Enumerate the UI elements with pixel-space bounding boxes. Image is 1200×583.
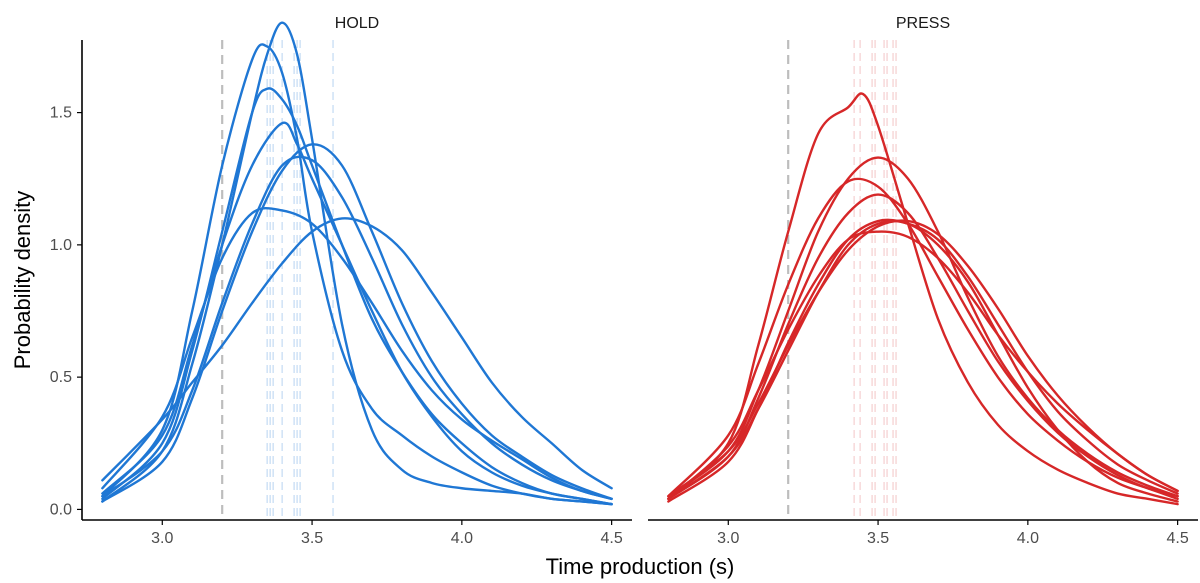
- density-curve: [101, 217, 613, 490]
- density-curve: [667, 219, 1179, 498]
- density-curve: [101, 121, 613, 506]
- density-curve: [101, 143, 613, 503]
- x-tick-label: 4.0: [1017, 530, 1039, 547]
- x-tick-label: 3.0: [151, 530, 173, 547]
- density-curve: [101, 155, 613, 501]
- y-tick-label: 1.5: [50, 105, 72, 122]
- x-tick-label: 4.5: [1167, 530, 1189, 547]
- density-curve: [667, 218, 1179, 503]
- x-tick-label: 3.0: [717, 530, 739, 547]
- y-tick-label: 1.0: [50, 237, 72, 254]
- density-curve: [667, 156, 1179, 498]
- y-tick-label: 0.5: [50, 369, 72, 386]
- panel-hold: HOLD 3.0 3.5 4.0 4.5 0.0 0.5 1.0 1.5: [50, 15, 632, 547]
- y-axis-title: Probability density: [10, 191, 35, 370]
- x-tick-label: 4.5: [601, 530, 623, 547]
- x-tick-label: 3.5: [301, 530, 323, 547]
- density-curve: [101, 206, 613, 501]
- density-curve: [667, 230, 1179, 501]
- density-curve: [101, 87, 613, 506]
- x-axis-title: Time production (s): [546, 554, 735, 579]
- x-tick-label: 4.0: [451, 530, 473, 547]
- panels: HOLD 3.0 3.5 4.0 4.5 0.0 0.5 1.0 1.5 PRESS 3.0 3.5 4…: [50, 15, 1198, 547]
- y-tick-label: 0.0: [50, 501, 72, 518]
- density-curve: [667, 219, 1179, 503]
- panel-press: PRESS 3.0 3.5 4.0 4.5: [648, 15, 1198, 547]
- x-tick-label: 3.5: [867, 530, 889, 547]
- panel-title-hold: HOLD: [335, 15, 379, 32]
- panel-title-press: PRESS: [896, 15, 950, 32]
